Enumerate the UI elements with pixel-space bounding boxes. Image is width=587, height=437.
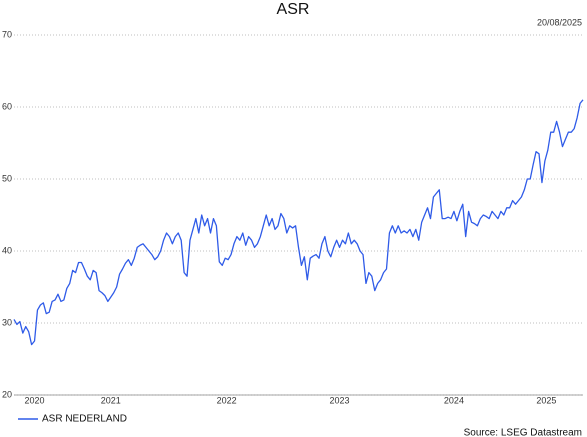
chart-title: ASR [277, 1, 310, 18]
x-tick-label: 2020 [25, 395, 45, 405]
x-tick-label: 2023 [330, 395, 350, 405]
y-tick-label: 40 [2, 245, 12, 255]
x-tick-label: 2022 [217, 395, 237, 405]
line-series [13, 99, 584, 346]
x-tick-label: 2021 [101, 395, 121, 405]
x-tick-label: 2024 [444, 395, 464, 405]
source-label: Source: LSEG Datastream [464, 428, 582, 437]
y-tick-label: 60 [2, 101, 12, 111]
y-tick-label: 50 [2, 173, 12, 183]
date-label: 20/08/2025 [537, 17, 582, 27]
x-tick-label: 2025 [536, 395, 556, 405]
legend-label: ASR NEDERLAND [42, 414, 127, 425]
y-tick-label: 70 [2, 29, 12, 39]
y-tick-label: 30 [2, 317, 12, 327]
y-tick-label: 20 [2, 389, 12, 399]
